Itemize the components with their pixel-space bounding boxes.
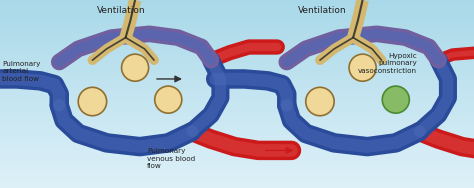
Bar [0, 122, 474, 125]
Bar [0, 185, 474, 188]
Text: Pulmonary
arterial
blood flow: Pulmonary arterial blood flow [2, 61, 41, 82]
Bar [0, 85, 474, 88]
Bar [0, 25, 474, 28]
Bar [0, 38, 474, 41]
Bar [0, 53, 474, 56]
Text: Ventilation: Ventilation [298, 6, 346, 15]
Bar [0, 141, 474, 144]
Bar [0, 88, 474, 91]
Bar [0, 138, 474, 141]
Bar [0, 22, 474, 25]
Bar [0, 56, 474, 60]
Bar [0, 154, 474, 157]
Bar [0, 9, 474, 13]
Bar [0, 132, 474, 135]
Bar [0, 119, 474, 122]
Bar [0, 135, 474, 138]
Ellipse shape [78, 87, 107, 116]
Bar [0, 34, 474, 38]
Bar [0, 19, 474, 22]
Text: Pulmonary
venous blood
flow: Pulmonary venous blood flow [147, 148, 195, 169]
Bar [0, 110, 474, 113]
Bar [0, 169, 474, 172]
Bar [0, 100, 474, 103]
Bar [0, 69, 474, 72]
Bar [0, 125, 474, 128]
Bar [0, 81, 474, 85]
Bar [0, 44, 474, 47]
Ellipse shape [349, 54, 376, 81]
Bar [0, 113, 474, 116]
Text: Ventilation: Ventilation [97, 6, 145, 15]
Bar [0, 50, 474, 53]
Bar [0, 157, 474, 160]
Bar [0, 94, 474, 97]
Bar [0, 13, 474, 16]
Bar [0, 6, 474, 9]
Bar [0, 78, 474, 81]
Bar [0, 66, 474, 69]
Ellipse shape [121, 54, 149, 81]
Bar [0, 182, 474, 185]
Bar [0, 147, 474, 150]
Bar [0, 160, 474, 163]
Bar [0, 72, 474, 75]
Bar [0, 0, 474, 3]
Bar [0, 107, 474, 110]
Ellipse shape [155, 86, 182, 113]
Bar [0, 75, 474, 78]
Ellipse shape [382, 86, 410, 113]
Bar [0, 31, 474, 34]
Bar [0, 63, 474, 66]
Bar [0, 16, 474, 19]
Bar [0, 163, 474, 166]
Bar [0, 41, 474, 44]
Bar [0, 116, 474, 119]
Bar [0, 166, 474, 169]
Bar [0, 60, 474, 63]
Bar [0, 172, 474, 175]
Bar [0, 97, 474, 100]
Bar [0, 150, 474, 154]
Bar [0, 103, 474, 107]
Bar [0, 144, 474, 147]
Bar [0, 3, 474, 6]
Bar [0, 179, 474, 182]
Bar [0, 47, 474, 50]
Ellipse shape [306, 87, 334, 116]
Bar [0, 91, 474, 94]
Bar [0, 175, 474, 179]
Text: Hypoxic
pulmonary
vasoconstriction: Hypoxic pulmonary vasoconstriction [358, 53, 417, 74]
Bar [0, 128, 474, 132]
Bar [0, 28, 474, 31]
